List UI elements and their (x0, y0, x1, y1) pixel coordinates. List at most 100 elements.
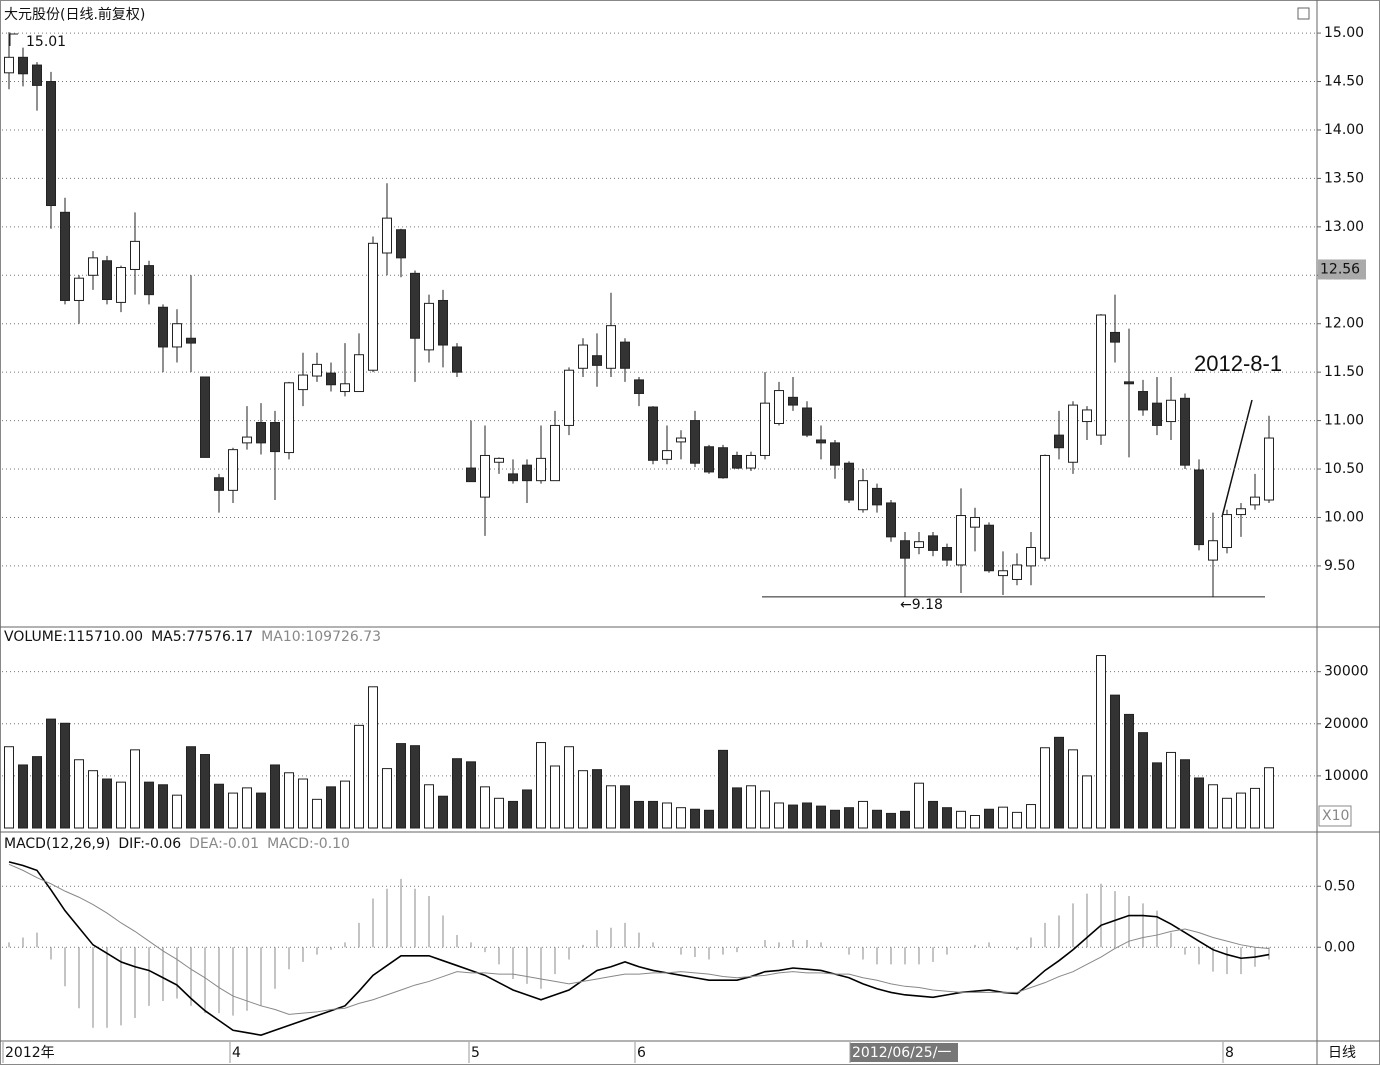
volume-bar (1110, 694, 1120, 829)
candle-body (326, 372, 336, 386)
y-tick-label: 20000 (1324, 716, 1369, 732)
x-tick-label: 4 (232, 1045, 241, 1061)
candle-body (620, 341, 630, 369)
volume-bar (620, 785, 630, 829)
volume-bar (88, 770, 98, 829)
candle-body (74, 277, 84, 301)
candle-body (718, 447, 728, 479)
volume-bar (900, 810, 910, 829)
candle-body (102, 260, 112, 300)
x-tick-label: 6 (637, 1045, 646, 1061)
volume-bar (774, 802, 784, 829)
candle-body (4, 56, 14, 74)
volume-bar (1194, 777, 1204, 829)
volume-bar (844, 807, 854, 829)
volume-bar (354, 724, 364, 829)
volume-bar (928, 800, 938, 829)
candle-body (60, 211, 70, 301)
candle-body (410, 272, 420, 339)
volume-bar (1222, 797, 1232, 829)
volume-bar (858, 800, 868, 829)
candle-body (144, 265, 154, 296)
restore-icon[interactable] (1297, 7, 1310, 20)
candle-body (1012, 564, 1022, 580)
candle-body (774, 390, 784, 424)
candle-body (984, 524, 994, 572)
candle-body (1040, 454, 1050, 559)
candle-body (746, 454, 756, 469)
legend-entry: VOLUME:115710.00 (4, 629, 143, 645)
candle-body (606, 325, 616, 369)
high-marker-label: 15.01 (26, 34, 66, 50)
volume-bar (1026, 804, 1036, 829)
candle-body (298, 374, 308, 391)
candle-body (438, 299, 448, 346)
candle-body (648, 406, 658, 461)
candle-body (788, 396, 798, 406)
y-tick-label: 11.00 (1324, 413, 1364, 429)
volume-bar (312, 798, 322, 829)
volume-bar (466, 761, 476, 829)
candle-body (970, 516, 980, 528)
candle-body (844, 462, 854, 501)
candle-body (928, 535, 938, 551)
candle-body (858, 480, 868, 511)
y-tick-label: 10.00 (1324, 509, 1364, 525)
volume-bar (1124, 713, 1134, 829)
candle-body (1082, 409, 1092, 423)
volume-bar (424, 784, 434, 829)
volume-bar (144, 781, 154, 829)
volume-bar (914, 782, 924, 829)
y-tick-label: 10.50 (1324, 461, 1364, 477)
volume-bar (116, 781, 126, 829)
candle-body (284, 382, 294, 454)
volume-bar (592, 769, 602, 829)
volume-bar (662, 802, 672, 829)
annotation: 2012-8-1 (1194, 351, 1282, 376)
candle-body (116, 267, 126, 303)
legend-entry: MACD:-0.10 (267, 836, 350, 852)
x-tick-label: 2012/06/25/一 (852, 1045, 951, 1061)
candle-body (816, 439, 826, 444)
legend-entry: MA5:77576.17 (151, 629, 253, 645)
volume-bar (1250, 787, 1260, 829)
volume-bar (172, 794, 182, 829)
volume-bar (998, 806, 1008, 829)
volume-bar (438, 795, 448, 829)
candle-body (1194, 469, 1204, 546)
volume-bar (410, 745, 420, 829)
volume-bar (676, 807, 686, 829)
volume-bar (704, 809, 714, 829)
candle-body (368, 242, 378, 371)
volume-bar (802, 802, 812, 829)
volume-bar (396, 743, 406, 829)
volume-bar (1180, 759, 1190, 829)
y-tick-label: 12.00 (1324, 316, 1364, 332)
candle-body (452, 346, 462, 373)
candle-body (1138, 391, 1148, 411)
volume-bar (788, 804, 798, 829)
volume-bar (452, 758, 462, 829)
candle-body (802, 407, 812, 436)
volume-bar (1208, 784, 1218, 829)
volume-bar (746, 785, 756, 829)
candle-body (690, 420, 700, 464)
y-tick-label: 10000 (1324, 768, 1369, 784)
volume-bar (1082, 775, 1092, 829)
candle-body (270, 422, 280, 453)
candle-body (578, 344, 588, 369)
candle-body (704, 446, 714, 473)
volume-bar (550, 765, 560, 829)
volume-bar (74, 759, 84, 829)
candle-body (158, 306, 168, 348)
y-tick-label: 13.00 (1324, 219, 1364, 235)
volume-bar (522, 789, 532, 829)
low-marker-label: ←9.18 (900, 597, 943, 613)
high-marker-arrow (9, 33, 18, 46)
candle-body (214, 477, 224, 491)
volume-bar (214, 783, 224, 829)
y-tick-label: 9.50 (1324, 558, 1355, 574)
candle-body (592, 355, 602, 366)
